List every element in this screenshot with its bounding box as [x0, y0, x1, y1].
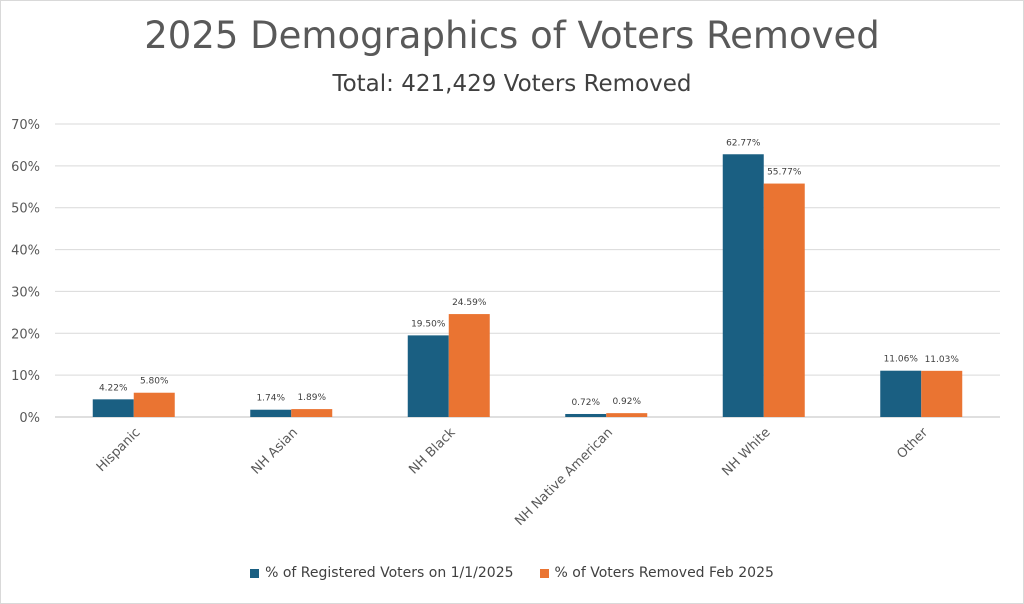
x-tick-label: Other [894, 425, 931, 462]
legend-swatch-removed [539, 568, 549, 578]
y-tick-label: 60% [11, 160, 40, 175]
data-label: 0.72% [571, 398, 600, 408]
x-tick-label: NH Native American [512, 425, 616, 529]
legend-label-removed: % of Voters Removed Feb 2025 [554, 565, 774, 581]
legend-item-registered: % of Registered Voters on 1/1/2025 [250, 565, 514, 581]
y-tick-label: 10% [11, 369, 40, 384]
bar [133, 392, 175, 417]
legend-item-removed: % of Voters Removed Feb 2025 [539, 565, 774, 581]
bar [291, 409, 333, 417]
legend-label-registered: % of Registered Voters on 1/1/2025 [265, 565, 514, 581]
data-label: 1.89% [297, 393, 326, 403]
y-tick-label: 50% [11, 202, 40, 217]
y-tick-label: 30% [11, 285, 40, 300]
legend-swatch-registered [250, 568, 260, 578]
bar [763, 183, 805, 417]
data-label: 11.03% [925, 355, 960, 365]
data-label: 62.77% [726, 138, 761, 148]
y-tick-label: 70% [11, 118, 40, 133]
chart-legend: % of Registered Voters on 1/1/2025 % of … [0, 565, 1024, 581]
data-label: 4.22% [99, 383, 128, 393]
y-tick-label: 0% [19, 411, 40, 426]
data-label: 11.06% [884, 355, 919, 365]
bar [606, 413, 648, 417]
bar [921, 370, 963, 417]
x-tick-label: NH White [720, 425, 774, 479]
y-tick-label: 20% [11, 327, 40, 342]
bar [92, 399, 134, 417]
x-tick-label: NH Asian [249, 425, 301, 477]
x-tick-label: Hispanic [94, 425, 144, 475]
bar [407, 335, 449, 417]
bar [565, 413, 607, 417]
data-label: 19.50% [411, 319, 446, 329]
bar [250, 409, 292, 417]
chart-subtitle: Total: 421,429 Voters Removed [332, 71, 692, 97]
bar [448, 314, 490, 417]
data-label: 24.59% [452, 298, 487, 308]
bar [880, 370, 922, 417]
data-label: 5.80% [140, 377, 169, 387]
data-label: 55.77% [767, 168, 802, 178]
bar [722, 154, 764, 418]
x-tick-label: NH Black [406, 425, 459, 478]
chart-title: 2025 Demographics of Voters Removed [144, 14, 880, 57]
data-label: 0.92% [612, 397, 641, 407]
y-tick-label: 40% [11, 244, 40, 259]
data-label: 1.74% [256, 394, 285, 404]
